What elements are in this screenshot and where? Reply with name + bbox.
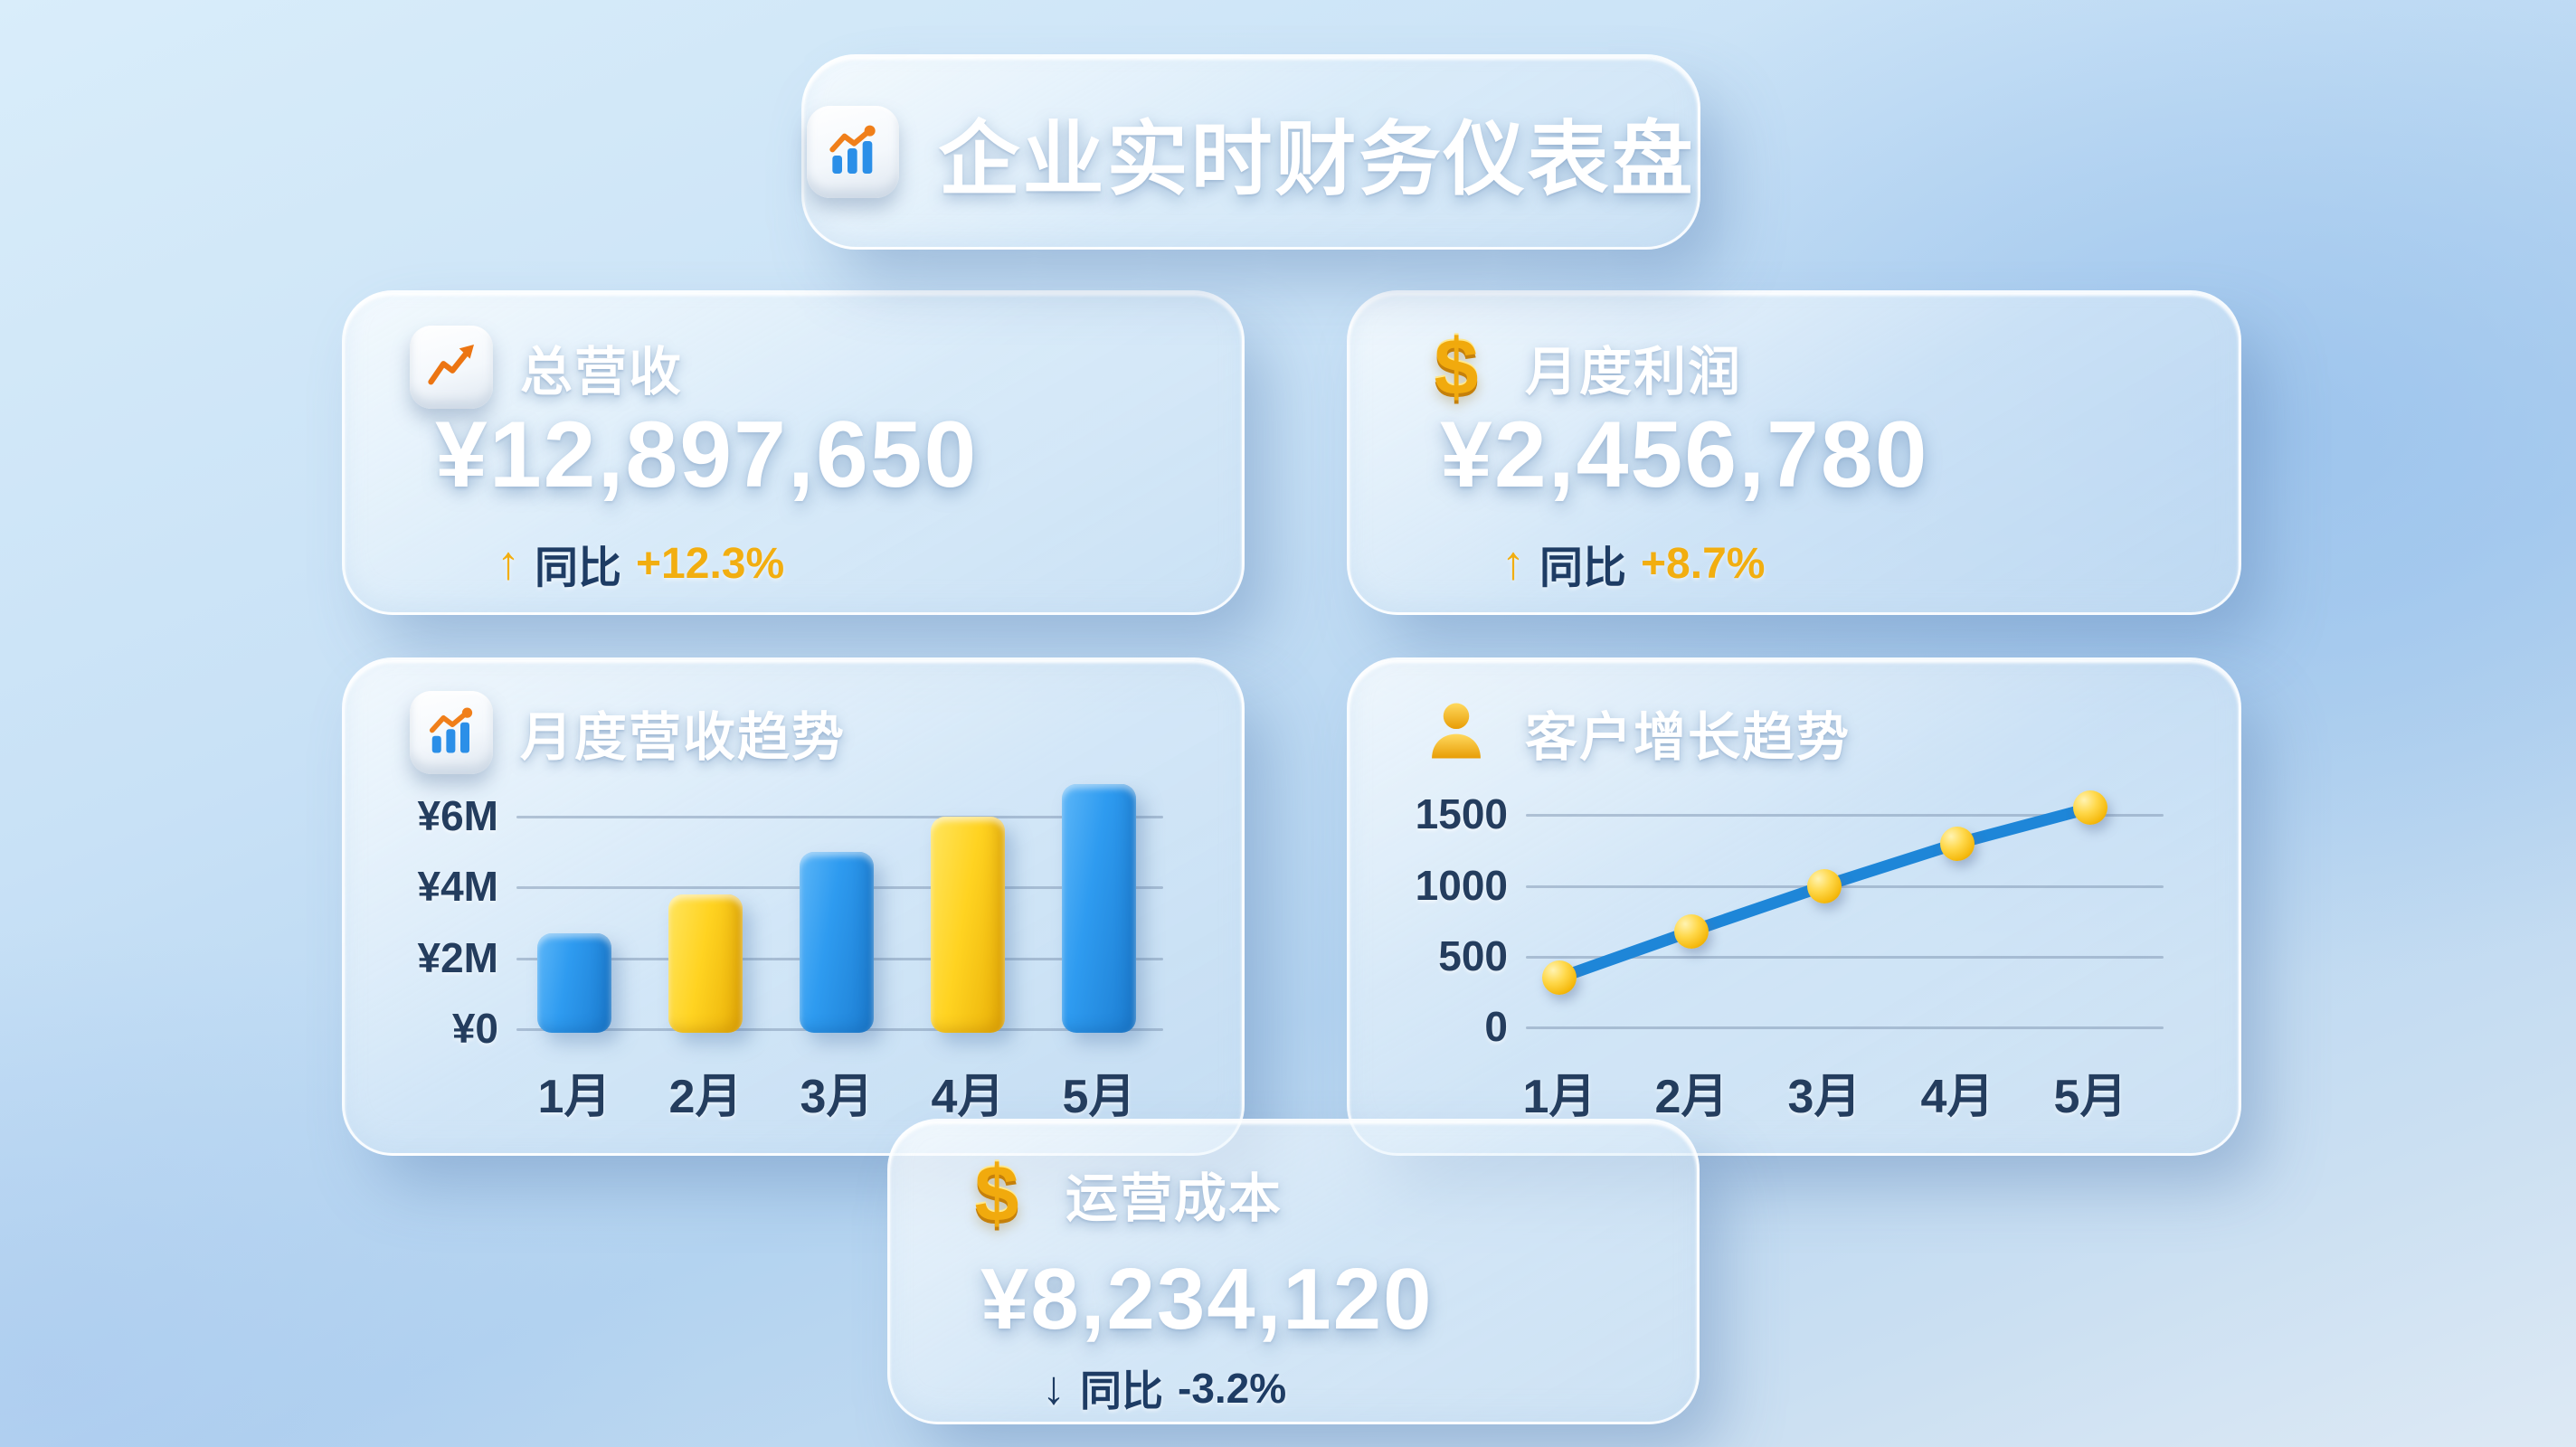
dollar-icon: $: [1434, 322, 1479, 411]
gridline: [516, 815, 1163, 818]
title-card: 企业实时财务仪表盘: [801, 54, 1700, 250]
y-tick-label: ¥6M: [417, 791, 498, 839]
bar-chart-title: 月度营收趋势: [520, 708, 847, 767]
bar-4月[interactable]: [931, 816, 1005, 1033]
yoy-label: 同比: [535, 544, 622, 592]
data-point-3月[interactable]: [1807, 868, 1842, 903]
trend-up-icon: [410, 326, 493, 409]
y-tick-label: ¥2M: [417, 933, 498, 981]
cost-card: $ 运营成本 ¥8,234,120 ↓ 同比 -3.2%: [887, 1119, 1700, 1424]
bar-5月[interactable]: [1062, 784, 1136, 1033]
revenue-title: 总营收: [520, 343, 684, 402]
dollar-icon: $: [974, 1149, 1019, 1238]
profit-title: 月度利润: [1525, 343, 1743, 402]
x-tick-label: 5月: [1062, 1071, 1136, 1123]
y-tick-label: ¥0: [451, 1005, 498, 1052]
y-tick-label: 1500: [1415, 790, 1508, 838]
bar-chart-header: 月度营收趋势: [410, 691, 846, 774]
yoy-value: +8.7%: [1641, 539, 1766, 588]
down-arrow-icon: ↓: [1042, 1362, 1065, 1414]
x-tick-label: 4月: [1920, 1071, 1994, 1123]
cost-trend: ↓ 同比 -3.2%: [1042, 1358, 1286, 1418]
revenue-value: ¥12,897,650: [435, 402, 979, 507]
cost-value: ¥8,234,120: [980, 1251, 1434, 1348]
up-arrow-icon: ↑: [1501, 537, 1525, 590]
x-tick-label: 2月: [1654, 1071, 1728, 1123]
yoy-label: 同比: [1080, 1367, 1163, 1414]
yoy-label: 同比: [1539, 544, 1627, 592]
line-chart-plot: 0 500 1000 1500 1月 2月 3月 4月 5月: [1350, 660, 2239, 1153]
line-chart-title: 客户增长趋势: [1525, 708, 1852, 767]
person-icon: [1415, 691, 1498, 774]
x-tick-label: 1月: [537, 1071, 611, 1123]
x-tick-label: 2月: [668, 1071, 743, 1123]
gridline: [1526, 1026, 2164, 1029]
page-title: 企业实时财务仪表盘: [938, 115, 1696, 205]
bar-chart-icon: [410, 691, 493, 774]
bar-3月[interactable]: [800, 851, 874, 1033]
gridline: [1526, 884, 2164, 888]
gridline: [1526, 814, 2164, 818]
x-tick-label: 5月: [2053, 1071, 2127, 1123]
growth-line: [1553, 801, 2097, 984]
x-tick-label: 3月: [1787, 1071, 1861, 1123]
x-tick-label: 3月: [800, 1071, 874, 1123]
data-point-2月[interactable]: [1674, 913, 1709, 949]
data-point-1月[interactable]: [1542, 960, 1577, 996]
bar-2月[interactable]: [668, 894, 743, 1033]
x-tick-label: 1月: [1522, 1071, 1596, 1123]
data-point-4月[interactable]: [1940, 826, 1975, 861]
gridline: [1526, 955, 2164, 959]
profit-card: $ 月度利润 ¥2,456,780 ↑ 同比 +8.7%: [1347, 290, 2241, 615]
y-tick-label: ¥4M: [417, 863, 498, 910]
cost-card-header: $ 运营成本: [955, 1152, 1283, 1235]
up-arrow-icon: ↑: [497, 537, 520, 590]
y-tick-label: 0: [1484, 1003, 1508, 1050]
bar-1月[interactable]: [537, 933, 611, 1033]
y-tick-label: 500: [1438, 932, 1508, 979]
revenue-trend: ↑ 同比 +12.3%: [497, 532, 784, 595]
y-tick-label: 1000: [1415, 861, 1508, 909]
yoy-value: +12.3%: [636, 539, 785, 588]
profit-value: ¥2,456,780: [1440, 402, 1929, 507]
data-point-5月[interactable]: [2073, 790, 2107, 826]
yoy-value: -3.2%: [1178, 1365, 1287, 1412]
bar-chart-icon: [806, 106, 899, 198]
bar-chart-card: 月度营收趋势 ¥0 ¥2M ¥4M ¥6M 1月 2月 3月 4月 5月: [342, 657, 1245, 1156]
revenue-card-header: 总营收: [410, 326, 683, 409]
line-chart-card: 客户增长趋势 0 500 1000 1500 1月 2月 3月 4月 5月: [1347, 657, 2241, 1156]
cost-title: 运营成本: [1065, 1169, 1283, 1228]
revenue-card: 总营收 ¥12,897,650 ↑ 同比 +12.3%: [342, 290, 1245, 615]
profit-trend: ↑ 同比 +8.7%: [1501, 532, 1765, 595]
line-chart-header: 客户增长趋势: [1415, 691, 1851, 774]
bar-chart-plot: ¥0 ¥2M ¥4M ¥6M 1月 2月 3月 4月 5月: [345, 660, 1242, 1153]
x-tick-label: 4月: [931, 1071, 1005, 1123]
profit-card-header: $ 月度利润: [1415, 326, 1742, 409]
